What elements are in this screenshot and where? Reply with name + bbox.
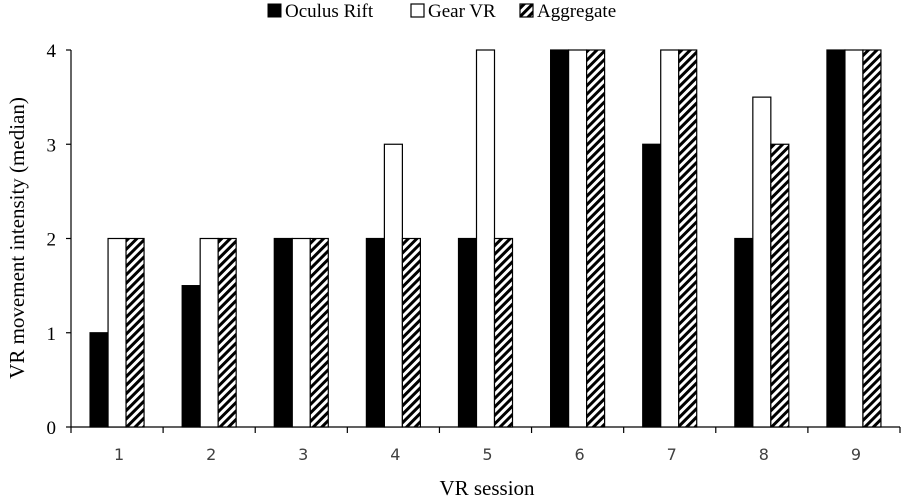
x-tick-label: 3 (298, 445, 308, 464)
bar-gear-vr (752, 96, 772, 428)
bar-aggregate (217, 237, 237, 428)
x-tick-label: 2 (206, 445, 216, 464)
bar-aggregate (586, 49, 606, 428)
legend-label-gear-vr: Gear VR (428, 1, 496, 22)
legend: Oculus Rift Gear VR Aggregate (267, 1, 616, 22)
bar-oculus-rift (734, 237, 754, 428)
x-tick-label: 8 (759, 445, 769, 464)
bars (89, 49, 882, 428)
bar-oculus-rift (550, 49, 570, 428)
bar-aggregate (309, 237, 329, 428)
x-tick-label: 9 (851, 445, 861, 464)
y-axis-title: VR movement intensity (median) (5, 97, 29, 379)
y-tick-label: 2 (47, 230, 57, 251)
x-tick-label: 7 (667, 445, 677, 464)
bar-oculus-rift (642, 143, 662, 428)
bar-aggregate (493, 237, 514, 428)
x-axis-title: VR session (439, 476, 535, 500)
bar-oculus-rift (181, 285, 201, 428)
x-axis-ticks: 1 2 3 4 5 6 7 8 9 (70, 427, 901, 464)
bar-oculus-rift (273, 237, 293, 428)
legend-swatch-oculus-rift (267, 3, 282, 18)
bar-gear-vr (291, 237, 311, 428)
bar-aggregate (770, 143, 790, 428)
bar-gear-vr (199, 237, 219, 428)
bar-aggregate (678, 49, 698, 428)
bar-oculus-rift (457, 237, 478, 428)
bar-gear-vr (383, 143, 403, 428)
y-tick-label: 4 (47, 41, 57, 62)
legend-swatch-aggregate (519, 3, 534, 18)
x-tick-label: 4 (390, 445, 400, 464)
x-tick-label: 6 (575, 445, 585, 464)
bar-gear-vr (844, 49, 864, 428)
bar-gear-vr (475, 49, 496, 428)
bar-aggregate (125, 237, 145, 428)
bar-oculus-rift (826, 49, 846, 428)
legend-item-aggregate: Aggregate (519, 1, 616, 22)
legend-label-oculus-rift: Oculus Rift (285, 1, 374, 22)
x-tick-label: 5 (482, 445, 492, 464)
bar-oculus-rift (89, 332, 109, 428)
legend-label-aggregate: Aggregate (537, 1, 616, 22)
bar-oculus-rift (365, 237, 385, 428)
x-tick-label: 1 (114, 445, 124, 464)
legend-item-gear-vr: Gear VR (410, 1, 496, 22)
y-tick-label: 3 (47, 135, 57, 156)
legend-item-oculus-rift: Oculus Rift (267, 1, 374, 22)
y-tick-label: 0 (47, 418, 57, 439)
bar-aggregate (401, 237, 421, 428)
bar-gear-vr (107, 237, 127, 428)
bar-gear-vr (660, 49, 680, 428)
legend-swatch-gear-vr (410, 3, 425, 18)
bar-aggregate (862, 49, 882, 428)
bar-gear-vr (568, 49, 588, 428)
y-tick-label: 1 (47, 324, 57, 345)
y-axis-ticks: 0 1 2 3 4 (47, 41, 71, 439)
